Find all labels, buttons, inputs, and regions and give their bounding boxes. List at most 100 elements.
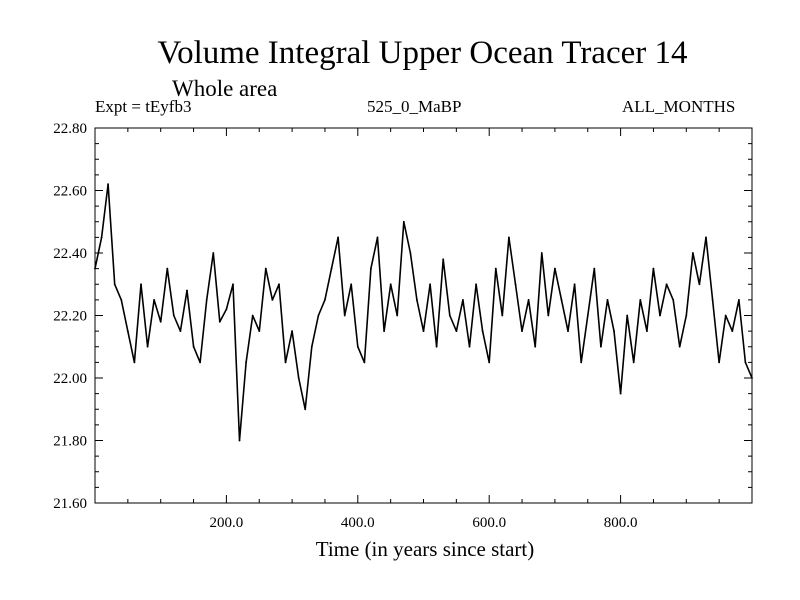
x-tick-label: 600.0	[472, 515, 506, 531]
chart-title: Volume Integral Upper Ocean Tracer 14	[157, 35, 688, 71]
data-point	[494, 267, 497, 270]
data-point	[199, 361, 202, 364]
data-point	[363, 361, 366, 364]
data-point	[468, 345, 471, 348]
data-point	[488, 361, 491, 364]
data-point	[672, 299, 675, 301]
period-label: 525_0_MaBP	[367, 97, 462, 116]
data-point	[376, 236, 379, 239]
data-point	[751, 377, 753, 379]
data-point	[337, 236, 339, 239]
data-point	[402, 220, 405, 223]
data-point	[304, 408, 307, 411]
data-point	[238, 439, 241, 442]
data-point	[113, 283, 116, 286]
data-point	[107, 183, 109, 186]
data-point	[626, 314, 629, 317]
experiment-label: Expt = tEyfb3	[95, 97, 192, 116]
data-point	[659, 314, 661, 317]
y-tick-label: 22.20	[53, 309, 87, 325]
series-line	[94, 183, 753, 442]
data-point	[186, 289, 188, 292]
x-tick-label: 200.0	[210, 515, 244, 531]
axes: 200.0 400.0 600.0 800.0 21.60 21.80 22.00 22.20…	[53, 121, 753, 531]
data-point	[580, 361, 583, 364]
data-point	[218, 320, 221, 323]
data-point	[593, 267, 596, 270]
data-point	[711, 299, 714, 301]
months-label: ALL_MONTHS	[622, 97, 736, 116]
data-point	[225, 308, 228, 311]
data-point	[698, 283, 701, 286]
data-point	[540, 252, 543, 254]
data-point	[455, 330, 458, 332]
data-point	[600, 345, 602, 348]
data-point	[586, 314, 589, 317]
data-point	[317, 314, 320, 317]
data-point	[567, 330, 569, 332]
data-point	[192, 345, 195, 348]
data-point	[738, 299, 740, 301]
data-point	[560, 299, 563, 301]
data-point	[744, 361, 747, 364]
data-point	[126, 330, 129, 332]
data-point	[442, 258, 445, 261]
data-point	[462, 299, 464, 301]
data-point	[731, 330, 734, 332]
data-point	[705, 236, 707, 239]
data-point	[501, 314, 504, 317]
data-point	[429, 283, 431, 286]
data-point	[278, 283, 280, 286]
data-point	[573, 283, 576, 286]
data-point	[140, 283, 142, 286]
data-point	[481, 330, 484, 332]
data-point	[146, 345, 149, 348]
data-point	[258, 330, 261, 332]
data-point	[678, 345, 681, 348]
data-point	[718, 361, 720, 364]
data-point	[324, 299, 326, 301]
data-point	[475, 283, 477, 286]
data-point	[172, 314, 175, 317]
chart-subtitle: Whole area	[172, 76, 278, 101]
x-axis-label: Time (in years since start)	[315, 537, 535, 561]
data-point	[554, 267, 556, 270]
data-point	[271, 299, 274, 301]
data-point	[356, 345, 359, 348]
x-tick-label: 800.0	[604, 515, 638, 531]
data-point	[514, 283, 517, 286]
data-point	[396, 314, 399, 317]
data-point	[370, 267, 372, 270]
y-tick-label: 21.80	[53, 434, 87, 450]
data-point	[100, 236, 103, 239]
x-tick-label: 400.0	[341, 515, 375, 531]
data-point	[547, 314, 550, 317]
data-point	[291, 330, 293, 332]
data-point	[245, 361, 248, 364]
data-point	[409, 252, 412, 254]
data-point	[383, 330, 385, 332]
data-point	[343, 314, 346, 317]
data-point	[232, 283, 234, 286]
data-point	[350, 283, 353, 286]
data-point	[284, 361, 287, 364]
data-point	[179, 330, 182, 332]
y-tick-label: 22.80	[53, 121, 87, 137]
data-point	[416, 299, 418, 301]
data-point	[652, 267, 655, 270]
data-point	[685, 314, 688, 317]
y-tick-label: 22.40	[53, 246, 87, 262]
data-point	[527, 299, 530, 301]
y-tick-label: 22.60	[53, 184, 87, 200]
data-point	[613, 330, 615, 332]
data-point	[724, 314, 727, 317]
data-point	[665, 283, 668, 286]
data-point	[389, 283, 392, 286]
y-tick-label: 22.00	[53, 371, 87, 387]
data-point	[166, 267, 169, 270]
data-point	[297, 377, 300, 379]
data-point	[692, 252, 694, 254]
data-point	[448, 314, 451, 317]
data-point	[632, 361, 635, 364]
